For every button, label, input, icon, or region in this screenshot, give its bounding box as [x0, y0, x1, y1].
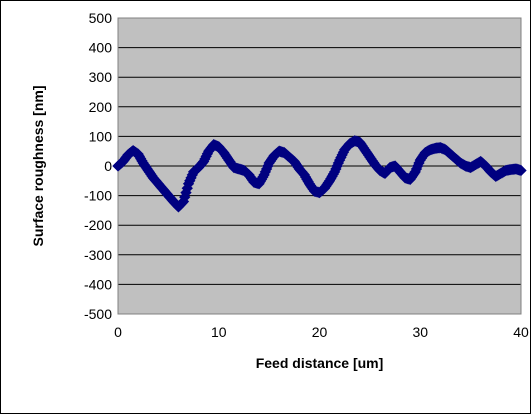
y-tick-label: -100: [84, 188, 112, 204]
y-tick-label: 200: [89, 99, 113, 115]
y-tick-label: 300: [89, 69, 113, 85]
x-tick-label: 10: [211, 324, 227, 340]
y-tick-label: -500: [84, 306, 112, 322]
x-tick-label: 40: [513, 324, 529, 340]
y-tick-label: -300: [84, 247, 112, 263]
x-tick-label: 20: [312, 324, 328, 340]
x-tick-labels: 0 10 20 30 40: [114, 324, 529, 340]
y-tick-label: -200: [84, 217, 112, 233]
y-tick-label: -400: [84, 276, 112, 292]
data-points: [112, 135, 527, 213]
x-tick-label: 30: [412, 324, 428, 340]
y-tick-label: 400: [89, 40, 113, 56]
x-axis-title: Feed distance [um]: [256, 355, 384, 371]
y-tick-labels: 500 400 300 200 100 0 -100 -200 -300 -400 -500: [84, 10, 112, 322]
y-tick-label: 100: [89, 128, 113, 144]
y-tick-label: 500: [89, 10, 113, 26]
data-point: [515, 164, 527, 177]
x-tick-label: 0: [114, 324, 122, 340]
y-axis-title: Surface roughness [nm]: [30, 85, 46, 246]
y-tick-label: 0: [104, 158, 112, 174]
